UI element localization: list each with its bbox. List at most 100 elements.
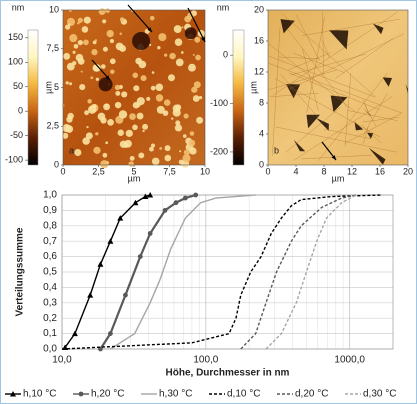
- step: [268, 43, 356, 112]
- step: [268, 55, 375, 98]
- series-line: [240, 194, 357, 350]
- image-y-unit: µm: [248, 81, 258, 94]
- image-y-tick-label: 20: [254, 4, 264, 14]
- grain: [91, 49, 98, 56]
- grain: [174, 124, 183, 132]
- grain: [138, 60, 147, 69]
- pit: [316, 118, 329, 131]
- grain: [182, 154, 191, 163]
- grain: [136, 112, 144, 120]
- point: [71, 330, 78, 337]
- grain: [92, 40, 97, 45]
- image-y-tick-label: 0: [259, 159, 264, 169]
- grain: [121, 91, 128, 98]
- y-tick-label: 0,6: [43, 251, 57, 262]
- step: [361, 124, 382, 144]
- grain: [100, 160, 109, 169]
- grain: [196, 116, 204, 124]
- image-x-tick-label: 16: [375, 166, 385, 176]
- panel-letter: b: [274, 145, 279, 155]
- grain: [151, 157, 160, 166]
- grain: [183, 149, 190, 156]
- grain: [173, 25, 182, 33]
- grain: [142, 123, 149, 130]
- series-line: [265, 194, 357, 350]
- grain: [66, 116, 73, 123]
- colorbar-unit: nm: [217, 2, 230, 12]
- step: [286, 27, 349, 109]
- point: [107, 331, 113, 336]
- grain: [102, 152, 108, 158]
- grain: [74, 148, 82, 157]
- grain: [82, 137, 90, 145]
- series-line: [110, 194, 256, 350]
- grain: [84, 110, 90, 116]
- pit: [132, 32, 151, 50]
- image-x-tick-label: 0: [265, 166, 270, 176]
- x-tick-label: 10,0: [52, 355, 72, 366]
- grain: [117, 129, 124, 136]
- grain: [151, 71, 155, 74]
- grain: [83, 39, 89, 46]
- grain: [83, 16, 91, 24]
- step: [335, 38, 394, 79]
- grain: [115, 90, 121, 96]
- step: [289, 33, 405, 90]
- arrow-head: [331, 155, 336, 160]
- grain: [90, 76, 94, 80]
- step: [288, 72, 379, 110]
- grain: [192, 95, 200, 102]
- step: [347, 110, 398, 121]
- grain: [79, 84, 86, 91]
- y-tick-label: 1,0: [43, 190, 57, 201]
- grain: [81, 26, 89, 33]
- x-axis-title: Höhe, Durchmesser in nm: [166, 368, 290, 379]
- grain: [189, 147, 197, 155]
- image-y-tick-label: 10: [49, 4, 59, 14]
- step: [296, 14, 320, 61]
- image-y-tick-label: 12: [254, 66, 264, 76]
- y-tick-label: 0,8: [43, 220, 57, 231]
- image-x-tick-label: 20: [403, 166, 413, 176]
- y-axis-title: Verteilungssumme: [15, 227, 26, 316]
- pit: [405, 83, 408, 95]
- step: [285, 107, 341, 153]
- step: [362, 116, 400, 123]
- pit: [184, 27, 197, 40]
- grain: [171, 117, 174, 120]
- grain: [162, 110, 169, 116]
- grain: [80, 70, 83, 73]
- point: [147, 192, 154, 198]
- image-y-tick-label: 5: [54, 82, 59, 92]
- grain: [69, 82, 73, 86]
- grain: [175, 120, 181, 126]
- legend-marker: [78, 391, 84, 397]
- grain: [65, 125, 74, 133]
- grain: [146, 96, 151, 101]
- grain: [114, 101, 122, 109]
- grain: [163, 99, 171, 106]
- step: [306, 16, 325, 114]
- step: [288, 52, 331, 70]
- grain: [175, 58, 184, 67]
- grain: [182, 134, 187, 138]
- point: [147, 231, 153, 236]
- image-x-unit: µm: [128, 173, 141, 183]
- grain: [138, 152, 145, 159]
- legend-label: d,30 °C: [363, 389, 396, 400]
- step: [322, 40, 330, 58]
- grain: [132, 124, 138, 131]
- grain: [119, 17, 125, 22]
- colorbar-tick-label: 0: [223, 50, 228, 60]
- grain: [100, 117, 107, 124]
- grain: [169, 52, 176, 60]
- image-y-tick-label: 16: [254, 35, 264, 45]
- grain: [178, 159, 184, 165]
- image-x-tick-label: 2,5: [92, 166, 105, 176]
- grain: [150, 85, 156, 91]
- grain: [88, 105, 97, 114]
- grain: [188, 63, 196, 72]
- x-tick-label: 100,0: [193, 355, 218, 366]
- image-y-tick-label: 8: [259, 97, 264, 107]
